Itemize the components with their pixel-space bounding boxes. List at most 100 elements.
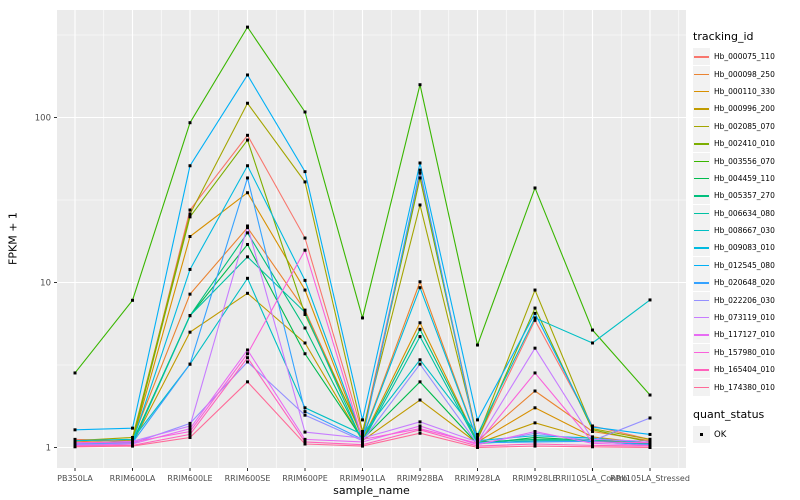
- data-point: [188, 267, 192, 271]
- data-point: [648, 446, 652, 449]
- legend-entry: Hb_008667_030: [693, 222, 799, 240]
- data-point: [533, 431, 537, 435]
- legend-entry: Hb_022206_030: [693, 291, 799, 309]
- line-swatch-icon: [694, 108, 709, 110]
- data-point: [246, 352, 249, 356]
- data-point: [418, 380, 422, 384]
- legend-entry: Hb_000110_330: [693, 82, 799, 100]
- data-point: [303, 180, 307, 184]
- legend-entry: Hb_009083_010: [693, 239, 799, 257]
- data-point: [246, 360, 249, 364]
- data-point: [188, 432, 192, 436]
- data-point: [418, 335, 422, 339]
- y-tick-label: 100: [35, 113, 51, 123]
- data-point: [188, 421, 192, 425]
- data-point: [131, 426, 134, 430]
- line-swatch-icon: [694, 317, 709, 319]
- quant-legend-entries: OK: [693, 426, 799, 443]
- legend-entry: Hb_073119_010: [693, 309, 799, 327]
- legend-label: Hb_008667_030: [714, 226, 775, 236]
- line-swatch-icon: [694, 56, 709, 58]
- square-point-icon: [699, 432, 704, 437]
- data-point: [591, 328, 594, 332]
- legend-entry: Hb_117127_010: [693, 326, 799, 344]
- data-point: [361, 444, 364, 448]
- data-point: [303, 248, 307, 252]
- data-point: [131, 298, 134, 302]
- data-point: [648, 298, 652, 302]
- data-point: [533, 346, 537, 350]
- data-point: [73, 445, 77, 449]
- data-point: [533, 186, 537, 190]
- legend-label: Hb_009083_010: [714, 243, 775, 253]
- data-point: [246, 138, 249, 142]
- data-point: [476, 435, 479, 439]
- x-tick-label: RRIM600PE: [282, 474, 328, 483]
- data-point: [73, 441, 77, 445]
- legend-key: [693, 343, 710, 361]
- legend-label: Hb_117127_010: [714, 330, 775, 340]
- data-point: [73, 371, 77, 375]
- data-point: [303, 288, 307, 292]
- legend-label: Hb_000075_110: [714, 52, 775, 62]
- legend-key: [693, 239, 710, 257]
- data-point: [418, 176, 422, 180]
- legend-key: [693, 100, 710, 118]
- legend-entry: Hb_020648_020: [693, 274, 799, 292]
- data-point: [303, 326, 307, 330]
- data-point: [246, 348, 249, 352]
- data-point: [188, 121, 192, 125]
- x-tick-label: RRIM928LA: [455, 474, 501, 483]
- data-point: [303, 312, 307, 316]
- data-point: [303, 352, 307, 356]
- data-point: [418, 420, 422, 424]
- data-point: [303, 442, 307, 446]
- data-point: [533, 435, 537, 439]
- x-tick-label: RRII105LA_Stressed: [610, 474, 690, 483]
- data-point: [188, 208, 192, 212]
- data-point: [533, 318, 537, 322]
- legend-label: Hb_002085_070: [714, 121, 775, 131]
- x-tick-label: RRIM928BA: [397, 474, 444, 483]
- data-point: [418, 398, 422, 402]
- data-point: [418, 168, 422, 172]
- data-point: [246, 242, 249, 246]
- legend-key: [693, 82, 710, 100]
- line-swatch-icon: [694, 212, 709, 215]
- legend-entry: Hb_002410_010: [693, 135, 799, 153]
- legend-entry: Hb_000996_200: [693, 100, 799, 118]
- x-tick-label: RRIM600LA: [110, 474, 156, 483]
- x-axis-title: sample_name: [333, 484, 410, 497]
- data-point: [303, 308, 307, 312]
- data-point: [246, 101, 249, 105]
- data-point: [303, 430, 307, 434]
- x-tick-label: RRIM600LE: [167, 474, 212, 483]
- legend-key: [693, 326, 710, 344]
- legend-entries: Hb_000075_110 Hb_000098_250 Hb_000110_330 H…: [693, 48, 799, 396]
- legend-entry: OK: [693, 426, 799, 443]
- data-point: [591, 445, 594, 449]
- data-point: [648, 393, 652, 397]
- data-point: [131, 444, 134, 448]
- data-point: [533, 406, 537, 410]
- data-point: [246, 164, 249, 168]
- data-point: [418, 358, 422, 362]
- line-swatch-icon: [694, 282, 709, 284]
- data-point: [476, 441, 479, 445]
- data-point: [533, 288, 537, 292]
- legend-entry: Hb_174380_010: [693, 378, 799, 396]
- legend-label: Hb_157980_010: [714, 347, 775, 357]
- x-tick-label: RRIM600SE: [225, 474, 271, 483]
- data-point: [188, 330, 192, 334]
- data-point: [188, 362, 192, 366]
- legend: tracking_id Hb_000075_110 Hb_000098_250 Hb…: [693, 30, 799, 443]
- legend-key: [693, 152, 710, 170]
- data-point: [246, 276, 249, 280]
- data-point: [188, 314, 192, 318]
- legend-key: [693, 169, 710, 187]
- legend-key: [693, 361, 710, 379]
- x-tick-label: RRII105LA_Control: [555, 474, 629, 483]
- data-point: [131, 440, 134, 444]
- legend-entry: Hb_000075_110: [693, 48, 799, 66]
